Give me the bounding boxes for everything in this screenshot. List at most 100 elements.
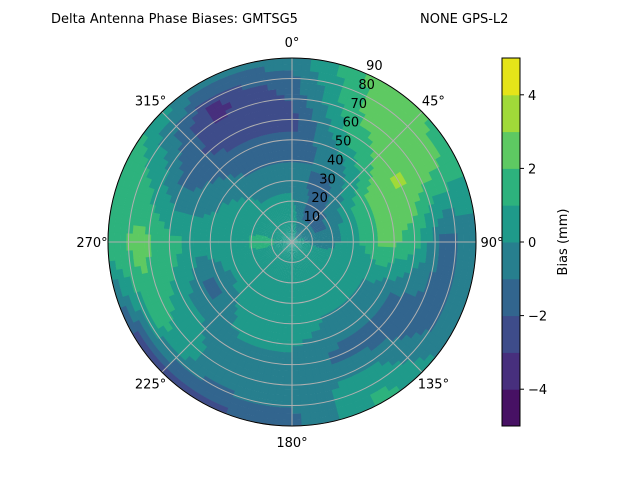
contour-cell xyxy=(470,242,476,253)
contour-cell xyxy=(299,401,309,408)
contour-cell xyxy=(275,82,285,89)
contour-cell xyxy=(278,107,286,114)
chart-title-right: NONE GPS-L2 xyxy=(420,12,508,27)
radial-tick-label: 10 xyxy=(304,210,321,225)
angular-tick-label: 180° xyxy=(276,436,307,451)
polar-grid xyxy=(108,58,476,426)
contour-cell xyxy=(126,249,133,259)
angular-tick-label: 0° xyxy=(285,36,300,51)
contour-cell xyxy=(402,230,409,237)
contour-cell xyxy=(426,227,433,236)
contour-cell xyxy=(444,225,451,235)
contour-cell xyxy=(277,95,286,102)
contour-cell xyxy=(139,249,146,258)
contour-cell xyxy=(457,224,464,234)
contour-cell xyxy=(273,64,284,71)
contour-cell xyxy=(300,413,311,420)
contour-cell xyxy=(298,382,307,389)
contour-cell xyxy=(296,340,302,347)
contour-cell xyxy=(108,231,114,242)
contour-cell xyxy=(297,352,304,359)
contour-cell xyxy=(292,70,302,77)
angular-tick-label: 135° xyxy=(418,377,449,392)
colorbar-segment xyxy=(502,242,520,279)
contour-cell xyxy=(114,231,121,242)
contour-cell xyxy=(297,346,304,353)
chart-title-left: Delta Antenna Phase Biases: GMTSG5 xyxy=(51,12,298,27)
contour-cell xyxy=(298,370,306,377)
contour-cell xyxy=(279,113,287,120)
contour-cell xyxy=(300,407,310,414)
angular-tick-label: 45° xyxy=(422,95,445,110)
contour-cell xyxy=(432,227,439,236)
contour-cell xyxy=(463,223,470,234)
contour-cell xyxy=(120,250,127,260)
contour-cell xyxy=(188,246,195,252)
contour-cell xyxy=(277,101,286,108)
contour-cell xyxy=(132,233,139,242)
contour-cell xyxy=(299,388,308,395)
contour-cell xyxy=(396,230,403,237)
colorbar-segment xyxy=(502,132,520,169)
contour-cell xyxy=(120,232,127,242)
colorbar-tick-label: −4 xyxy=(528,383,547,398)
radial-tick-label: 40 xyxy=(327,153,344,168)
contour-cell xyxy=(414,229,421,237)
contour-cell xyxy=(275,76,285,83)
angular-tick-label: 90° xyxy=(480,236,503,251)
contour-cell xyxy=(292,88,301,95)
colorbar-segment xyxy=(502,389,520,426)
contour-cell xyxy=(151,248,158,257)
contour-cell xyxy=(445,242,452,251)
contour-cell xyxy=(299,394,309,401)
contour-cell xyxy=(276,89,285,96)
contour-cell xyxy=(145,248,152,257)
colorbar-segment xyxy=(502,352,520,389)
colorbar-segment xyxy=(502,168,520,205)
contour-cell xyxy=(282,401,292,408)
contour-cell xyxy=(390,231,397,237)
contour-cell xyxy=(463,242,470,253)
contour-cell xyxy=(451,225,458,235)
colorbar-segment xyxy=(502,58,520,95)
colorbar-tick-label: 0 xyxy=(528,236,536,251)
contour-cell xyxy=(181,247,188,254)
angular-tick-label: 315° xyxy=(135,95,166,110)
contour-cell xyxy=(292,64,303,71)
contour-cell xyxy=(420,228,427,236)
colorbar-tick-label: 2 xyxy=(528,162,536,177)
contour-cell xyxy=(438,226,445,235)
contour-cell xyxy=(281,420,292,426)
colorbar-label: Bias (mm) xyxy=(556,209,571,276)
contour-cell xyxy=(457,242,464,252)
contour-cell xyxy=(292,76,302,83)
contour-cell xyxy=(163,248,170,256)
contour-cell xyxy=(126,232,133,242)
contour-cell xyxy=(292,58,303,64)
radial-tick-label: 20 xyxy=(311,191,328,206)
contour-cell xyxy=(292,82,301,89)
colorbar-tick-label: −2 xyxy=(528,310,547,325)
colorbar-segment xyxy=(502,205,520,242)
contour-cell xyxy=(132,249,139,259)
contour-cell xyxy=(283,389,292,396)
contour-cell xyxy=(280,125,287,132)
angular-tick-label: 270° xyxy=(76,236,107,251)
contour-cell xyxy=(439,242,446,251)
colorbar-segment xyxy=(502,95,520,132)
radial-tick-label: 30 xyxy=(319,172,336,187)
contour-cell xyxy=(282,407,292,414)
radial-tick-label: 80 xyxy=(358,78,375,93)
colorbar-segment xyxy=(502,316,520,353)
contour-cell xyxy=(114,250,121,261)
colorbar-segment xyxy=(502,279,520,316)
contour-cell xyxy=(175,247,182,254)
radial-tick-label: 60 xyxy=(343,116,360,131)
contour-cell xyxy=(281,413,292,420)
radial-tick-label: 50 xyxy=(335,135,352,150)
contour-cell xyxy=(298,376,307,383)
radial-tick-label: 90 xyxy=(366,59,383,74)
contour-cell xyxy=(451,242,458,252)
